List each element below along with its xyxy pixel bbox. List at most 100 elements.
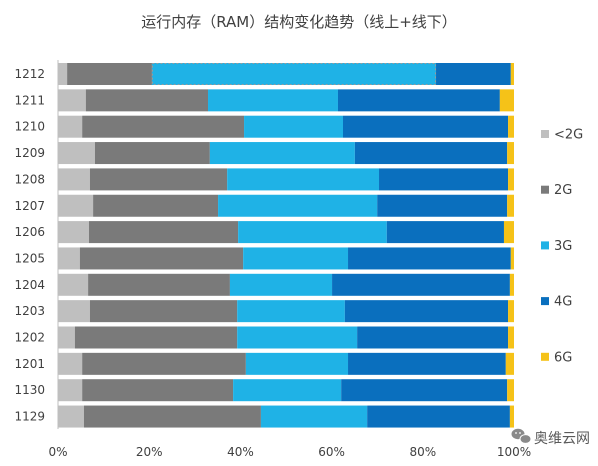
bar-1130-lt2g [58,379,83,402]
bar-1208-4g [379,168,509,191]
x-tick-label: 40% [227,445,254,459]
bar-1129-lt2g [58,405,84,428]
bar-1210-lt2g [58,115,83,138]
category-label: 1202 [14,331,45,345]
category-label: 1129 [14,410,45,424]
bar-1203-2g [89,300,238,323]
x-tick-label: 60% [318,445,345,459]
bar-1207-6g [507,194,514,217]
bar-1210-2g [82,115,245,138]
bar-1204-lt2g [58,273,89,296]
legend-swatch-2g [541,185,549,194]
bar-1204-2g [88,273,230,296]
bar-1201-lt2g [58,352,83,375]
bar-1205-3g [243,247,349,270]
wechat-icon [511,428,532,444]
bar-1130-6g [507,379,514,402]
legend-label: 4G [554,295,572,310]
bar-1208-2g [89,168,228,191]
legend-label: <2G [554,128,583,143]
chart-title: 运行内存（RAM）结构变化趋势（线上+线下） [141,13,457,31]
bar-1201-3g [245,352,349,375]
bar-1204-4g [332,273,510,296]
bar-1209-4g [354,142,508,165]
bar-1203-lt2g [58,300,90,323]
category-label: 1207 [14,199,45,213]
category-label: 1205 [14,251,45,265]
bar-1202-3g [237,326,358,349]
bar-1203-6g [508,300,514,323]
bar-1204-6g [509,273,514,296]
bar-1202-2g [74,326,238,349]
bar-1206-lt2g [58,221,90,244]
bar-1210-4g [343,115,509,138]
bar-1207-2g [93,194,219,217]
legend-label: 6G [554,350,572,365]
bar-1205-lt2g [58,247,80,270]
category-axis-labels: 1212 1211 1210 1209 1208 1207 1206 1205 1204 1203… [14,67,45,424]
bar-1208-3g [227,168,380,191]
bar-1207-3g [218,194,378,217]
x-tick-label: 80% [409,445,436,459]
bar-1129-2g [83,405,261,428]
category-label: 1212 [14,67,45,81]
bar-1130-4g [341,379,508,402]
category-label: 1211 [14,93,45,107]
bar-1206-6g [503,221,514,244]
bar-1130-2g [82,379,234,402]
bar-1211-6g [499,89,514,112]
bar-1206-3g [238,221,387,244]
x-axis-tick-labels: 0% 20% 40% 60% 80% 100% [48,445,531,459]
legend: <2G 2G 3G 4G 6G [541,128,583,365]
bar-1210-3g [244,115,343,138]
bar-1129-3g [260,405,368,428]
bar-1205-2g [79,247,244,270]
bar-1209-2g [94,142,210,165]
bars-group [58,63,514,428]
bar-1207-lt2g [58,194,94,217]
bar-1129-4g [367,405,510,428]
watermark-text: 奥维云网 [534,430,590,447]
bar-1212-2g [67,63,152,85]
bar-1209-lt2g [58,142,95,165]
bar-1202-4g [357,326,509,349]
bar-1212-4g [436,63,511,85]
bar-1204-3g [229,273,333,296]
bar-1212-lt2g [58,63,68,85]
bar-1211-4g [337,89,500,112]
legend-label: 2G [554,183,572,198]
x-tick-label: 20% [136,445,163,459]
legend-swatch-4g [541,297,549,306]
category-label: 1206 [14,225,45,239]
bar-1201-2g [82,352,246,375]
bar-1212-3g [151,63,437,85]
category-label: 1208 [14,172,45,186]
bar-1129-6g [509,405,514,428]
x-tick-label: 0% [48,445,67,459]
bar-1201-4g [348,352,506,375]
bar-1202-lt2g [58,326,75,349]
bar-1202-6g [508,326,514,349]
bar-1207-4g [377,194,508,217]
legend-label: 3G [554,239,572,254]
bar-1205-6g [510,247,514,270]
category-label: 1209 [14,146,45,160]
bar-1206-4g [386,221,504,244]
bar-1209-3g [209,142,355,165]
bar-1203-3g [237,300,345,323]
bar-1211-3g [208,89,338,112]
legend-swatch-6g [541,352,549,361]
bar-1209-6g [507,142,514,165]
category-label: 1201 [14,357,45,371]
category-label: 1210 [14,120,45,134]
legend-swatch-lt2g [541,130,549,138]
bar-1201-6g [505,352,514,375]
selection-outline [151,63,437,85]
bar-1208-6g [508,168,514,191]
bar-1208-lt2g [58,168,90,191]
bar-1203-4g [344,300,509,323]
bar-1211-lt2g [58,89,86,112]
bar-1130-3g [233,379,342,402]
